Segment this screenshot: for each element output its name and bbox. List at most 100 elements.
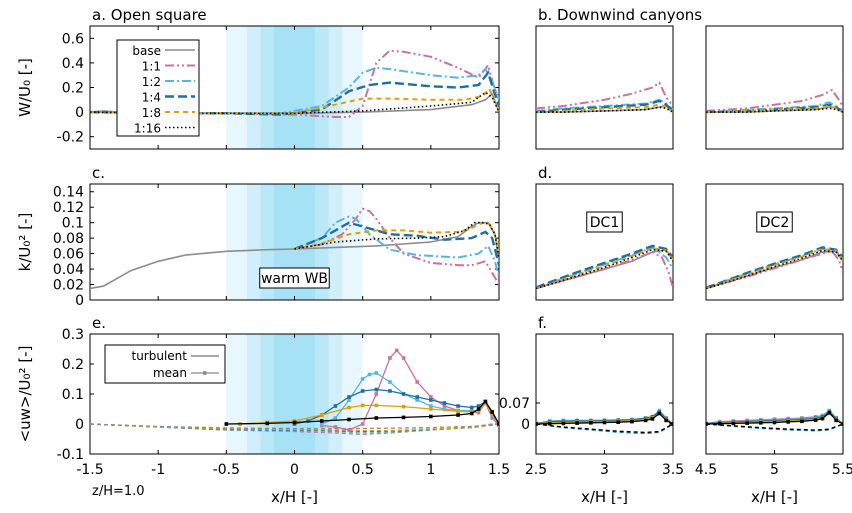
plot-frame	[535, 183, 674, 301]
data-point	[347, 395, 351, 399]
annotation-box	[259, 267, 330, 289]
data-point	[360, 403, 365, 408]
plot-frame	[705, 25, 844, 150]
data-point	[333, 404, 338, 408]
plot-frame	[535, 25, 674, 150]
series-line-1-1	[706, 88, 843, 112]
data-point	[429, 404, 433, 408]
data-point	[602, 420, 607, 425]
x-tick-label: 1.5	[488, 462, 510, 478]
series-line-1-1	[706, 250, 843, 290]
data-point	[717, 421, 722, 426]
plot-frame	[705, 183, 844, 301]
y-tick-label: 0	[521, 417, 530, 433]
data-point	[834, 418, 838, 423]
y-tick-label: 0.4	[62, 56, 84, 72]
data-point	[442, 404, 447, 408]
panel-a: -0.2 0 0.2 0.4 0.6 a. Open square W/U₀ [-] base…	[16, 6, 500, 150]
x-tick-label: 0	[290, 462, 299, 478]
y-tick-label: 0.3	[62, 327, 84, 343]
data-point	[759, 421, 763, 425]
series-group	[536, 408, 673, 435]
data-point	[347, 417, 351, 422]
x-tick-label: 0.5	[352, 462, 374, 478]
data-point	[374, 392, 379, 396]
data-point	[347, 405, 351, 410]
data-point	[374, 387, 379, 392]
data-point	[731, 421, 736, 426]
y-tick-label: 0.04	[53, 262, 84, 278]
data-point	[319, 422, 324, 426]
series-line-1-4	[536, 423, 673, 434]
shade-band	[226, 334, 363, 454]
y-axis-label: <uw>/U₀² [-]	[16, 346, 34, 443]
series-group	[536, 81, 673, 114]
legend-box	[116, 39, 200, 137]
data-point	[265, 421, 270, 426]
series-group	[90, 207, 499, 290]
data-point	[476, 404, 481, 408]
data-point	[224, 422, 229, 426]
data-point	[820, 416, 825, 421]
data-point	[841, 422, 843, 426]
shade-band	[226, 26, 363, 149]
data-point	[664, 418, 668, 423]
y-tick-label: 0.2	[62, 357, 84, 373]
y-axis-label: W/U₀ [-]	[16, 58, 34, 117]
y-tick-label: 0.07	[499, 396, 530, 412]
panel-b2	[705, 25, 844, 150]
data-point	[643, 418, 648, 423]
shade-band	[260, 334, 329, 454]
panel-d2: DC2	[705, 183, 844, 301]
legend-label: base	[132, 44, 161, 58]
y-tick-label: 0	[75, 417, 84, 433]
annotation-box	[586, 211, 623, 233]
series-line-1-4	[706, 423, 843, 432]
x-tick-label: 5.5	[832, 462, 852, 478]
y-tick-label: 0	[75, 105, 84, 121]
x-tick-label: 3	[600, 462, 609, 478]
data-point	[401, 415, 406, 420]
panel-title: d.	[538, 164, 552, 182]
panel-title: e.	[92, 314, 106, 332]
data-point	[388, 389, 392, 393]
data-point	[360, 389, 365, 393]
legend-label: 1:2	[142, 75, 161, 89]
data-point	[469, 411, 474, 416]
data-point	[401, 404, 406, 409]
data-point	[333, 416, 338, 420]
data-point	[429, 398, 433, 402]
series-line-1-4	[294, 221, 499, 266]
y-tick-label: -0.2	[57, 130, 84, 146]
data-point	[547, 421, 552, 426]
series-line-1-4	[536, 244, 673, 289]
y-tick-label: 0.06	[53, 247, 84, 263]
series-line-1-16	[706, 107, 843, 113]
series-group	[536, 244, 673, 290]
series-line-1-1	[536, 250, 673, 290]
y-tick-label: 0.02	[53, 278, 84, 294]
data-point	[333, 425, 338, 429]
data-point	[657, 411, 662, 416]
annotation-label: warm WB	[261, 271, 328, 287]
shade-band	[246, 334, 343, 454]
data-point	[429, 414, 433, 419]
y-tick-label: 0.1	[62, 216, 84, 232]
data-point	[347, 428, 351, 432]
legend-label: 1:8	[142, 106, 161, 120]
series-line-1-16	[706, 423, 843, 431]
series-line-1-8	[536, 247, 673, 290]
x-tick-label: 2.5	[525, 462, 547, 478]
y-tick-label: -0.1	[57, 447, 84, 463]
data-point	[497, 422, 499, 426]
data-point	[415, 380, 419, 384]
data-point	[442, 401, 447, 405]
series-line-1-8	[706, 104, 843, 114]
x-axis-label: x/H [-]	[271, 488, 318, 506]
data-point	[630, 419, 634, 424]
data-point	[306, 419, 310, 423]
series-line-1-2	[706, 423, 843, 432]
data-point	[415, 398, 419, 402]
x-axis-label: x/H [-]	[751, 488, 798, 506]
legend-box	[104, 344, 226, 384]
